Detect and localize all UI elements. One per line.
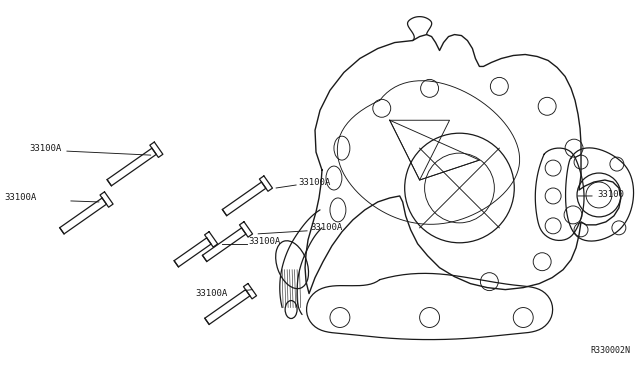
- Text: 33100: 33100: [597, 190, 624, 199]
- Text: 33100A: 33100A: [310, 223, 342, 232]
- Text: 33100A: 33100A: [4, 193, 36, 202]
- Text: 33100A: 33100A: [248, 237, 280, 246]
- Text: R330002N: R330002N: [591, 346, 631, 355]
- Text: 33100A: 33100A: [195, 289, 228, 298]
- Text: 33100A: 33100A: [298, 177, 330, 186]
- Text: 33100A: 33100A: [29, 144, 61, 153]
